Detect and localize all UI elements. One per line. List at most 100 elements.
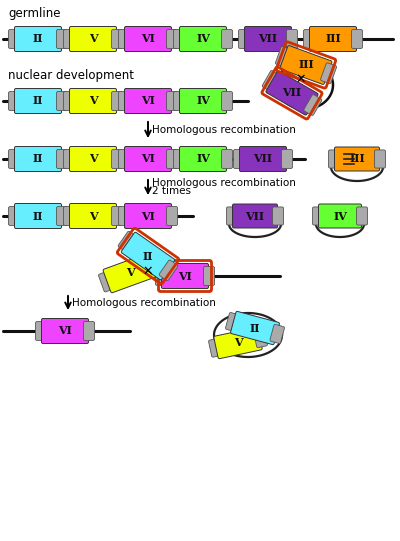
Text: VII: VII <box>282 88 302 98</box>
Text: III: III <box>325 34 341 44</box>
FancyBboxPatch shape <box>166 30 178 49</box>
FancyBboxPatch shape <box>270 325 284 344</box>
FancyBboxPatch shape <box>226 207 238 225</box>
Text: III: III <box>298 60 314 70</box>
FancyBboxPatch shape <box>14 89 62 114</box>
Text: V: V <box>89 210 97 221</box>
FancyBboxPatch shape <box>70 147 116 171</box>
FancyBboxPatch shape <box>124 203 172 228</box>
Text: VII: VII <box>254 154 272 164</box>
FancyBboxPatch shape <box>286 30 298 49</box>
FancyBboxPatch shape <box>8 91 20 110</box>
FancyBboxPatch shape <box>208 338 222 357</box>
FancyBboxPatch shape <box>262 70 280 91</box>
FancyBboxPatch shape <box>174 91 184 110</box>
Text: II: II <box>33 34 43 44</box>
FancyBboxPatch shape <box>166 91 178 110</box>
FancyBboxPatch shape <box>232 204 278 228</box>
FancyBboxPatch shape <box>8 207 20 226</box>
FancyBboxPatch shape <box>254 329 268 348</box>
FancyBboxPatch shape <box>112 30 122 49</box>
FancyBboxPatch shape <box>272 207 284 225</box>
Text: germline: germline <box>8 8 60 21</box>
FancyBboxPatch shape <box>180 89 226 114</box>
FancyBboxPatch shape <box>14 27 62 51</box>
Text: VI: VI <box>141 210 155 221</box>
FancyBboxPatch shape <box>222 30 232 49</box>
FancyBboxPatch shape <box>124 89 172 114</box>
FancyBboxPatch shape <box>124 147 172 171</box>
Text: II: II <box>250 322 260 333</box>
Text: IV: IV <box>196 96 210 107</box>
Text: ✕: ✕ <box>143 265 153 278</box>
FancyBboxPatch shape <box>64 149 74 168</box>
FancyBboxPatch shape <box>226 313 240 332</box>
Text: 2 times: 2 times <box>152 187 191 196</box>
Text: II: II <box>143 250 153 261</box>
Text: IV: IV <box>196 154 210 164</box>
FancyBboxPatch shape <box>56 207 68 226</box>
FancyBboxPatch shape <box>304 95 322 115</box>
FancyBboxPatch shape <box>204 267 214 286</box>
Text: III: III <box>349 154 365 164</box>
Text: II: II <box>33 210 43 221</box>
FancyBboxPatch shape <box>146 254 162 275</box>
FancyBboxPatch shape <box>318 204 362 228</box>
FancyBboxPatch shape <box>118 30 130 49</box>
FancyBboxPatch shape <box>64 207 74 226</box>
FancyBboxPatch shape <box>234 149 244 168</box>
FancyBboxPatch shape <box>118 91 130 110</box>
FancyBboxPatch shape <box>112 91 122 110</box>
FancyBboxPatch shape <box>84 321 94 340</box>
FancyBboxPatch shape <box>174 30 184 49</box>
FancyBboxPatch shape <box>118 149 130 168</box>
FancyBboxPatch shape <box>240 147 286 171</box>
FancyBboxPatch shape <box>118 207 130 226</box>
Text: V: V <box>89 34 97 44</box>
FancyBboxPatch shape <box>214 327 262 359</box>
FancyBboxPatch shape <box>124 27 172 51</box>
FancyBboxPatch shape <box>166 207 178 226</box>
Text: Homologous recombination: Homologous recombination <box>72 298 216 308</box>
FancyBboxPatch shape <box>374 150 386 168</box>
Text: Homologous recombination: Homologous recombination <box>152 125 296 135</box>
FancyBboxPatch shape <box>14 203 62 228</box>
FancyBboxPatch shape <box>121 232 175 280</box>
FancyBboxPatch shape <box>304 30 314 49</box>
FancyBboxPatch shape <box>312 207 324 225</box>
FancyBboxPatch shape <box>42 319 88 344</box>
FancyBboxPatch shape <box>352 30 362 49</box>
FancyBboxPatch shape <box>266 71 318 115</box>
FancyBboxPatch shape <box>8 30 20 49</box>
FancyBboxPatch shape <box>118 232 137 252</box>
Text: ✕: ✕ <box>296 72 306 85</box>
FancyBboxPatch shape <box>56 91 68 110</box>
Text: II: II <box>33 96 43 107</box>
FancyBboxPatch shape <box>112 149 122 168</box>
FancyBboxPatch shape <box>70 27 116 51</box>
FancyBboxPatch shape <box>174 149 184 168</box>
FancyBboxPatch shape <box>70 203 116 228</box>
Text: VI: VI <box>141 34 155 44</box>
Text: VII: VII <box>246 210 264 221</box>
FancyBboxPatch shape <box>156 267 166 286</box>
FancyBboxPatch shape <box>56 149 68 168</box>
Text: VI: VI <box>178 270 192 281</box>
Text: nuclear development: nuclear development <box>8 69 134 82</box>
Text: VI: VI <box>141 154 155 164</box>
FancyBboxPatch shape <box>64 30 74 49</box>
FancyBboxPatch shape <box>244 27 292 51</box>
Text: V: V <box>89 154 97 164</box>
FancyBboxPatch shape <box>70 89 116 114</box>
FancyBboxPatch shape <box>238 30 250 49</box>
FancyBboxPatch shape <box>282 149 292 168</box>
FancyBboxPatch shape <box>103 253 157 293</box>
FancyBboxPatch shape <box>356 207 368 225</box>
FancyBboxPatch shape <box>334 147 380 171</box>
FancyBboxPatch shape <box>280 45 332 84</box>
Text: IV: IV <box>333 210 347 221</box>
FancyBboxPatch shape <box>222 91 232 110</box>
FancyBboxPatch shape <box>8 149 20 168</box>
FancyBboxPatch shape <box>180 27 226 51</box>
FancyBboxPatch shape <box>320 63 336 83</box>
